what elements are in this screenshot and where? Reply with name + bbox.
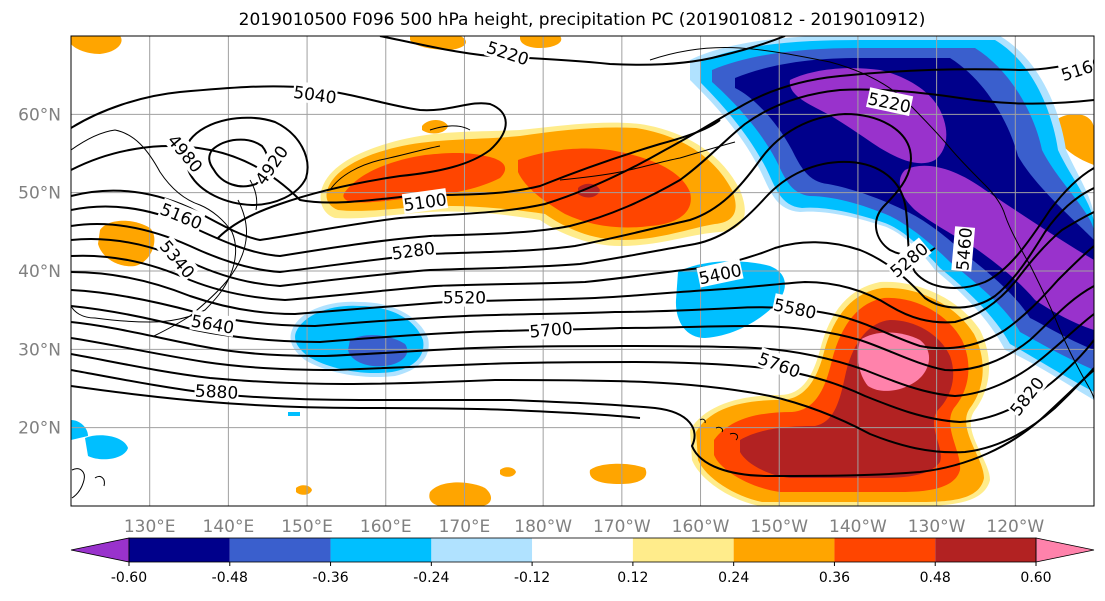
- colorbar-bin: [330, 538, 432, 562]
- colorbar-tick-label: -0.12: [514, 570, 550, 586]
- contour-5340: [71, 160, 1094, 289]
- shade-small-pos-g: [520, 36, 562, 48]
- colorbar-bin: [632, 538, 734, 562]
- lon-tick-label: 130°W: [908, 517, 966, 537]
- contour-5580: [71, 285, 1094, 372]
- lon-tick-label: 170°E: [439, 517, 491, 537]
- shade-small-pos-a: [589, 463, 647, 484]
- colorbar-bin: [532, 538, 633, 562]
- colorbar: -0.60 -0.48 -0.36 -0.24 -0.12 0.12 0.24 0.36 0.4…: [70, 537, 1095, 586]
- contour-5460: [71, 211, 1094, 324]
- coast-philippines: [71, 468, 105, 499]
- svg-text:5460: 5460: [953, 227, 977, 272]
- lon-tick-label: 150°W: [750, 517, 808, 537]
- lon-tick-label: 170°W: [593, 517, 651, 537]
- colorbar-tick-label: -0.24: [413, 570, 449, 586]
- contour-5220b: [379, 36, 786, 66]
- shade-small-blob-2: [1056, 114, 1094, 165]
- shade-japan-blob: [98, 220, 155, 267]
- shade-small-pos-f: [410, 36, 466, 50]
- colorbar-extend-low: [70, 537, 130, 563]
- colorbar-bin: [129, 538, 230, 562]
- contour-5700: [71, 337, 1094, 424]
- lon-tick-label: 120°W: [986, 517, 1044, 537]
- svg-text:5880: 5880: [194, 382, 238, 404]
- svg-text:5700: 5700: [529, 319, 574, 343]
- lon-tick-label: 160°E: [360, 517, 412, 537]
- shade-ep-pos-5: [858, 332, 930, 391]
- colorbar-tick-label: 0.12: [617, 570, 648, 586]
- shade-small-pos-d: [296, 485, 312, 495]
- longitude-tick-labels: 130°E 140°E 150°E 160°E 170°E 180°W 170°W 160°W…: [124, 517, 1045, 537]
- lat-tick-label: 20°N: [18, 419, 61, 439]
- lat-tick-label: 30°N: [18, 340, 61, 360]
- lon-tick-label: 160°W: [672, 517, 730, 537]
- colorbar-tick-label: -0.48: [212, 570, 248, 586]
- shade-small-blob: [422, 120, 448, 134]
- colorbar-tick-label: -0.60: [111, 570, 147, 586]
- lon-tick-label: 130°E: [124, 517, 176, 537]
- shade-w-edge-neg: [71, 420, 88, 440]
- colorbar-tick-label: 0.36: [819, 570, 850, 586]
- contour-5520: [71, 245, 1094, 350]
- shade-small-pos-b: [429, 482, 492, 506]
- lon-tick-label: 150°E: [281, 517, 333, 537]
- colorbar-bin: [229, 538, 331, 562]
- coast-alaska: [649, 47, 1006, 216]
- lat-tick-label: 60°N: [18, 105, 61, 125]
- contour-5640: [71, 313, 1094, 398]
- colorbar-tick-label: 0.24: [718, 570, 749, 586]
- coast-asia: [71, 129, 237, 323]
- latitude-tick-labels: 20°N 30°N 40°N 50°N 60°N: [18, 105, 61, 438]
- contour-label: 5880: [194, 379, 240, 404]
- lat-tick-label: 50°N: [18, 184, 61, 204]
- shade-jet-band-red-2: [518, 148, 691, 228]
- contour-5760: [71, 353, 1094, 454]
- colorbar-bin: [935, 538, 1036, 562]
- lon-tick-label: 140°W: [829, 517, 887, 537]
- map-frame: [70, 35, 1095, 507]
- contour-5820: [71, 369, 1094, 478]
- coast-japan: [153, 179, 258, 337]
- shade-small-pos-c: [500, 467, 516, 477]
- colorbar-tick-label: -0.36: [312, 570, 348, 586]
- coast-hawaii: [699, 418, 739, 441]
- map-title: 2019010500 F096 500 hPa height, precipit…: [239, 10, 926, 30]
- colorbar-tick-label: 0.60: [1020, 570, 1051, 586]
- contour-4920: [208, 138, 269, 188]
- svg-text:5520: 5520: [443, 289, 486, 309]
- contour-5160: [71, 57, 1094, 242]
- contour-label: 5460: [951, 226, 977, 272]
- colorbar-bin: [733, 538, 835, 562]
- colorbar-tick-label: 0.48: [920, 570, 951, 586]
- contour-5040: [71, 85, 507, 239]
- shade-small-pos-e: [71, 36, 122, 54]
- lon-tick-label: 180°W: [514, 517, 572, 537]
- contour-5880: [71, 385, 641, 419]
- coast-kamchatka: [329, 125, 471, 191]
- contour-4980: [184, 116, 309, 207]
- lon-tick-label: 140°E: [203, 517, 255, 537]
- shade-jet-band-dark: [578, 183, 600, 198]
- contour-5280: [71, 112, 936, 274]
- colorbar-extend-high: [1035, 537, 1095, 563]
- contour-label: 5700: [528, 316, 574, 343]
- shade-w-edge-neg-2: [85, 435, 128, 460]
- contour-label: 5520: [442, 286, 487, 309]
- shade-dot-neg: [288, 412, 300, 416]
- coastlines: [71, 47, 1094, 499]
- coast-aleutian: [559, 141, 736, 181]
- shade-subtrop-neg-c: [348, 335, 408, 367]
- lat-tick-label: 40°N: [18, 262, 61, 282]
- colorbar-bin: [834, 538, 936, 562]
- contour-5220: [71, 88, 1094, 258]
- colorbar-bin: [431, 538, 533, 562]
- shade-na-neg-6: [899, 165, 1094, 330]
